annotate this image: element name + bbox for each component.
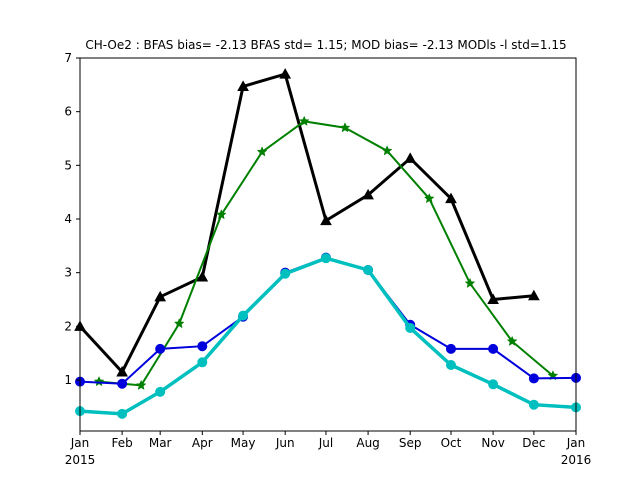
data-point <box>404 152 417 163</box>
data-point <box>488 379 499 390</box>
data-point <box>154 290 167 302</box>
data-point <box>197 357 208 368</box>
y-tick-label: 1 <box>64 373 72 387</box>
data-point <box>445 343 456 354</box>
data-point <box>116 365 128 377</box>
x-tick-year-label: 2015 <box>65 453 96 467</box>
x-tick-year-label: 2016 <box>561 453 592 467</box>
data-point <box>155 343 166 354</box>
data-point <box>173 318 185 329</box>
series-line <box>78 72 535 375</box>
data-point <box>298 115 310 126</box>
y-axis: 1 2 3 4 5 6 7 <box>64 51 80 387</box>
y-tick-label: 7 <box>64 51 72 65</box>
data-point <box>488 343 499 354</box>
data-point <box>196 270 209 282</box>
data-point <box>528 399 539 410</box>
data-point <box>339 122 351 133</box>
data-point <box>528 289 540 301</box>
x-axis: Jan 2015 Feb Mar Apr May Jun Jul Aug Sep Oct Nov Dec… <box>65 431 592 467</box>
data-point <box>117 378 128 389</box>
y-tick-label: 3 <box>64 266 72 280</box>
chart-title: CH-Oe2 : BFAS bias= -2.13 BFAS std= 1.15… <box>85 38 566 52</box>
data-point <box>362 188 374 200</box>
x-tick-label: Feb <box>112 436 133 450</box>
data-point <box>423 192 435 204</box>
x-tick-label: Jan <box>70 436 90 450</box>
x-tick-label: Dec <box>522 436 545 450</box>
data-point <box>405 322 416 333</box>
data-point <box>117 408 128 419</box>
data-point <box>528 373 539 384</box>
x-tick-label: Oct <box>441 436 462 450</box>
x-tick-label: Mar <box>149 436 172 450</box>
y-tick-label: 4 <box>64 212 72 226</box>
series-4 <box>75 253 581 419</box>
data-point <box>238 310 249 321</box>
y-tick-label: 5 <box>64 158 72 172</box>
x-tick-label: Sep <box>399 436 422 450</box>
data-point <box>215 209 227 220</box>
data-point <box>280 268 291 279</box>
data-point <box>445 192 457 204</box>
data-point <box>135 379 147 390</box>
y-tick-label: 2 <box>64 319 72 333</box>
series-2 <box>93 115 559 390</box>
data-point <box>279 68 292 79</box>
series-1 <box>74 68 540 377</box>
x-tick-label: Jun <box>275 436 295 450</box>
data-point <box>237 80 249 91</box>
data-point <box>381 145 393 156</box>
x-tick-label: Nov <box>481 436 504 450</box>
data-point <box>320 214 332 226</box>
data-point <box>320 253 331 264</box>
y-tick-label: 6 <box>64 105 72 119</box>
plot-frame <box>79 57 577 432</box>
data-point <box>464 277 476 288</box>
x-tick-label: Aug <box>356 436 379 450</box>
data-point <box>445 359 456 370</box>
data-point <box>506 335 518 346</box>
data-point <box>487 293 499 305</box>
series-line <box>98 120 554 387</box>
series-layer <box>74 68 581 419</box>
x-tick-label: Jan <box>566 436 586 450</box>
x-tick-label: Apr <box>192 436 213 450</box>
data-point <box>155 386 166 397</box>
data-point <box>256 146 268 157</box>
x-tick-label: May <box>231 436 256 450</box>
data-point <box>363 264 374 275</box>
x-tick-label: Jul <box>318 436 333 450</box>
data-point <box>197 341 208 352</box>
